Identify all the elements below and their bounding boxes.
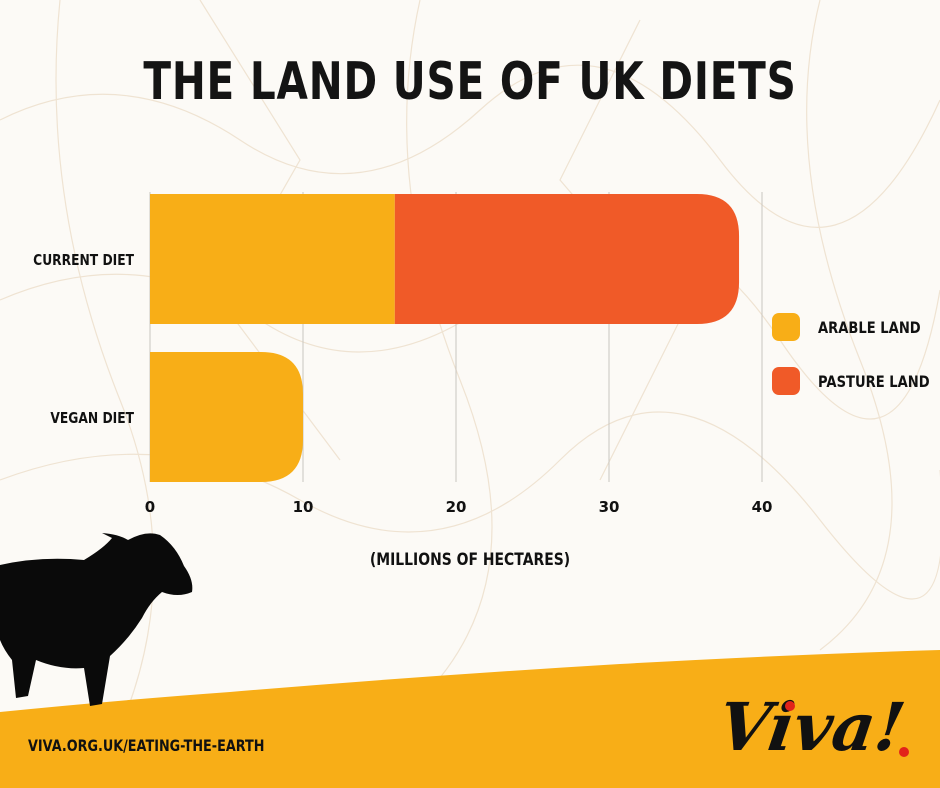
legend-label-pasture: PASTURE LAND: [818, 372, 930, 391]
footer-url-link[interactable]: VIVA.ORG.UK/EATING-THE-EARTH: [28, 736, 265, 755]
bar-arable-0: [150, 194, 395, 324]
legend-label-arable: ARABLE LAND: [818, 318, 921, 337]
svg-text:Viva!: Viva!: [718, 688, 910, 766]
category-label: VEGAN DIET: [50, 410, 134, 427]
x-tick-label: 20: [446, 498, 467, 516]
bars: [150, 194, 740, 482]
legend-swatch-arable: [772, 313, 800, 341]
footer-band: [0, 650, 940, 788]
legend-item-pasture: PASTURE LAND: [772, 367, 940, 397]
x-axis-ticks: 0 10 20 30 40: [145, 498, 773, 516]
legend-swatch-pasture: [772, 367, 800, 395]
x-axis-title: (MILLIONS OF HECTARES): [369, 550, 571, 570]
legend-item-arable: ARABLE LAND: [772, 313, 940, 343]
bar-pasture-0: [394, 194, 740, 324]
category-label: CURRENT DIET: [33, 252, 134, 269]
viva-logo: Viva!: [714, 678, 923, 770]
bar-arable-1: [150, 352, 303, 482]
cow-silhouette-icon: [0, 533, 193, 706]
x-tick-label: 30: [599, 498, 620, 516]
chart-title: THE LAND USE OF UK DIETS: [143, 52, 797, 112]
x-tick-label: 40: [752, 498, 773, 516]
category-labels: CURRENT DIET VEGAN DIET: [33, 252, 134, 427]
x-tick-label: 0: [145, 498, 155, 516]
x-tick-label: 10: [293, 498, 314, 516]
